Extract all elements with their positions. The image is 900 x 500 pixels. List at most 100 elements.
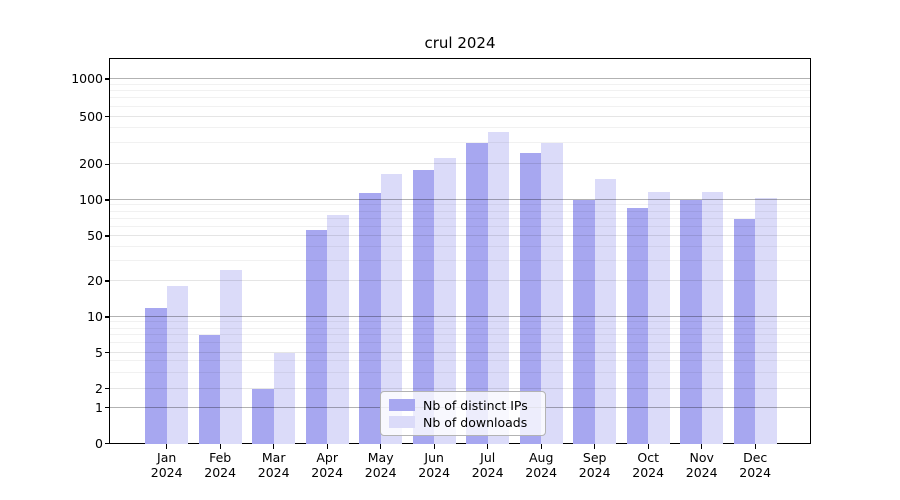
y-gridline <box>110 235 810 236</box>
bar-distinct-ips <box>733 218 756 444</box>
plot-area <box>105 60 810 449</box>
y-tick <box>105 235 110 237</box>
x-tick <box>166 443 168 449</box>
y-tick <box>105 442 110 445</box>
bar-downloads <box>220 270 242 444</box>
bar-downloads <box>594 179 617 444</box>
plot-frame <box>108 58 811 444</box>
x-tick-label: Feb 2024 <box>204 450 237 480</box>
x-tick <box>273 443 275 449</box>
y-tick-label: 50 <box>87 227 103 243</box>
y-gridline-minor <box>110 260 810 262</box>
y-tick-label: 1000 <box>71 71 103 86</box>
y-gridline <box>110 163 810 165</box>
bar-downloads <box>541 143 563 444</box>
y-gridline <box>110 387 810 389</box>
x-tick-label: May 2024 <box>364 450 397 480</box>
x-tick <box>701 443 703 449</box>
bar-downloads <box>648 191 670 444</box>
y-gridline <box>110 280 810 281</box>
x-tick-label: Dec 2024 <box>739 450 772 480</box>
bar-downloads <box>487 131 510 444</box>
y-gridline-minor <box>110 83 810 85</box>
bar-downloads <box>701 191 724 444</box>
y-tick <box>105 280 110 282</box>
bar-distinct-ips <box>519 152 542 444</box>
bar-downloads <box>166 286 189 444</box>
y-gridline <box>110 316 810 318</box>
x-tick <box>487 443 489 449</box>
bar-distinct-ips <box>466 143 488 444</box>
y-tick-label: 5 <box>95 344 103 360</box>
y-gridline-minor <box>110 327 810 329</box>
bar-distinct-ips <box>680 200 702 444</box>
x-tick <box>594 443 596 449</box>
x-tick-label: Aug 2024 <box>525 450 558 480</box>
y-tick <box>105 388 110 390</box>
y-tick-label: 100 <box>79 192 103 207</box>
x-tick <box>647 443 649 449</box>
y-tick <box>105 199 110 201</box>
x-tick <box>326 443 328 449</box>
x-tick-label: Mar 2024 <box>257 450 290 480</box>
y-tick-label: 0 <box>95 435 103 451</box>
y-tick <box>105 407 110 409</box>
x-tick-label: Jul 2024 <box>471 450 504 480</box>
bar-downloads <box>434 157 456 444</box>
y-tick <box>105 352 110 354</box>
x-tick-label: Sep 2024 <box>578 450 611 480</box>
legend-swatch-distinct-ips <box>389 399 415 411</box>
bar-distinct-ips <box>626 208 649 444</box>
y-tick-label: 20 <box>87 272 103 288</box>
y-gridline-minor <box>110 204 810 206</box>
bar-distinct-ips <box>305 230 328 444</box>
x-tick-label: Jun 2024 <box>418 450 451 480</box>
legend-swatch-downloads <box>389 416 415 428</box>
x-tick <box>540 443 542 449</box>
y-tick <box>105 78 110 80</box>
y-gridline <box>110 115 810 117</box>
legend-item-downloads: Nb of downloads <box>389 414 537 430</box>
bar-downloads <box>755 197 777 444</box>
legend-label-downloads: Nb of downloads <box>423 414 528 430</box>
y-tick-label: 1 <box>95 399 103 415</box>
y-tick-label: 200 <box>79 156 103 172</box>
legend-item-distinct-ips: Nb of distinct IPs <box>389 397 537 413</box>
y-tick <box>105 316 110 318</box>
y-gridline-minor <box>110 127 810 129</box>
bar-downloads <box>327 214 349 444</box>
x-tick-label: Apr 2024 <box>311 450 344 480</box>
y-gridline <box>110 199 810 201</box>
legend: Nb of distinct IPs Nb of downloads <box>380 391 546 436</box>
y-gridline-minor <box>110 217 810 219</box>
bar-distinct-ips <box>198 335 221 444</box>
y-gridline-minor <box>110 371 810 373</box>
y-gridline-minor <box>110 210 810 212</box>
y-gridline-minor <box>110 97 810 99</box>
x-tick <box>433 443 435 449</box>
y-tick-label: 10 <box>87 309 103 324</box>
x-tick <box>754 443 756 449</box>
y-tick <box>105 116 110 118</box>
y-gridline-minor <box>110 245 810 247</box>
bar-distinct-ips <box>252 388 274 444</box>
y-gridline-minor <box>110 142 810 144</box>
y-gridline-minor <box>110 90 810 92</box>
bar-distinct-ips <box>145 307 167 444</box>
legend-label-distinct-ips: Nb of distinct IPs <box>423 397 528 413</box>
y-gridline-minor <box>110 105 810 107</box>
y-gridline <box>110 351 810 353</box>
x-tick-label: Jan 2024 <box>150 450 183 480</box>
bar-distinct-ips <box>573 200 595 444</box>
x-tick <box>219 443 221 449</box>
x-tick-label: Nov 2024 <box>685 450 718 480</box>
bar-distinct-ips <box>359 193 381 444</box>
y-gridline-minor <box>110 321 810 323</box>
x-tick <box>380 443 382 449</box>
y-gridline-minor <box>110 360 810 362</box>
y-tick-label: 2 <box>95 380 103 396</box>
y-tick <box>105 163 110 165</box>
y-gridline-minor <box>110 225 810 227</box>
y-gridline <box>110 78 810 80</box>
